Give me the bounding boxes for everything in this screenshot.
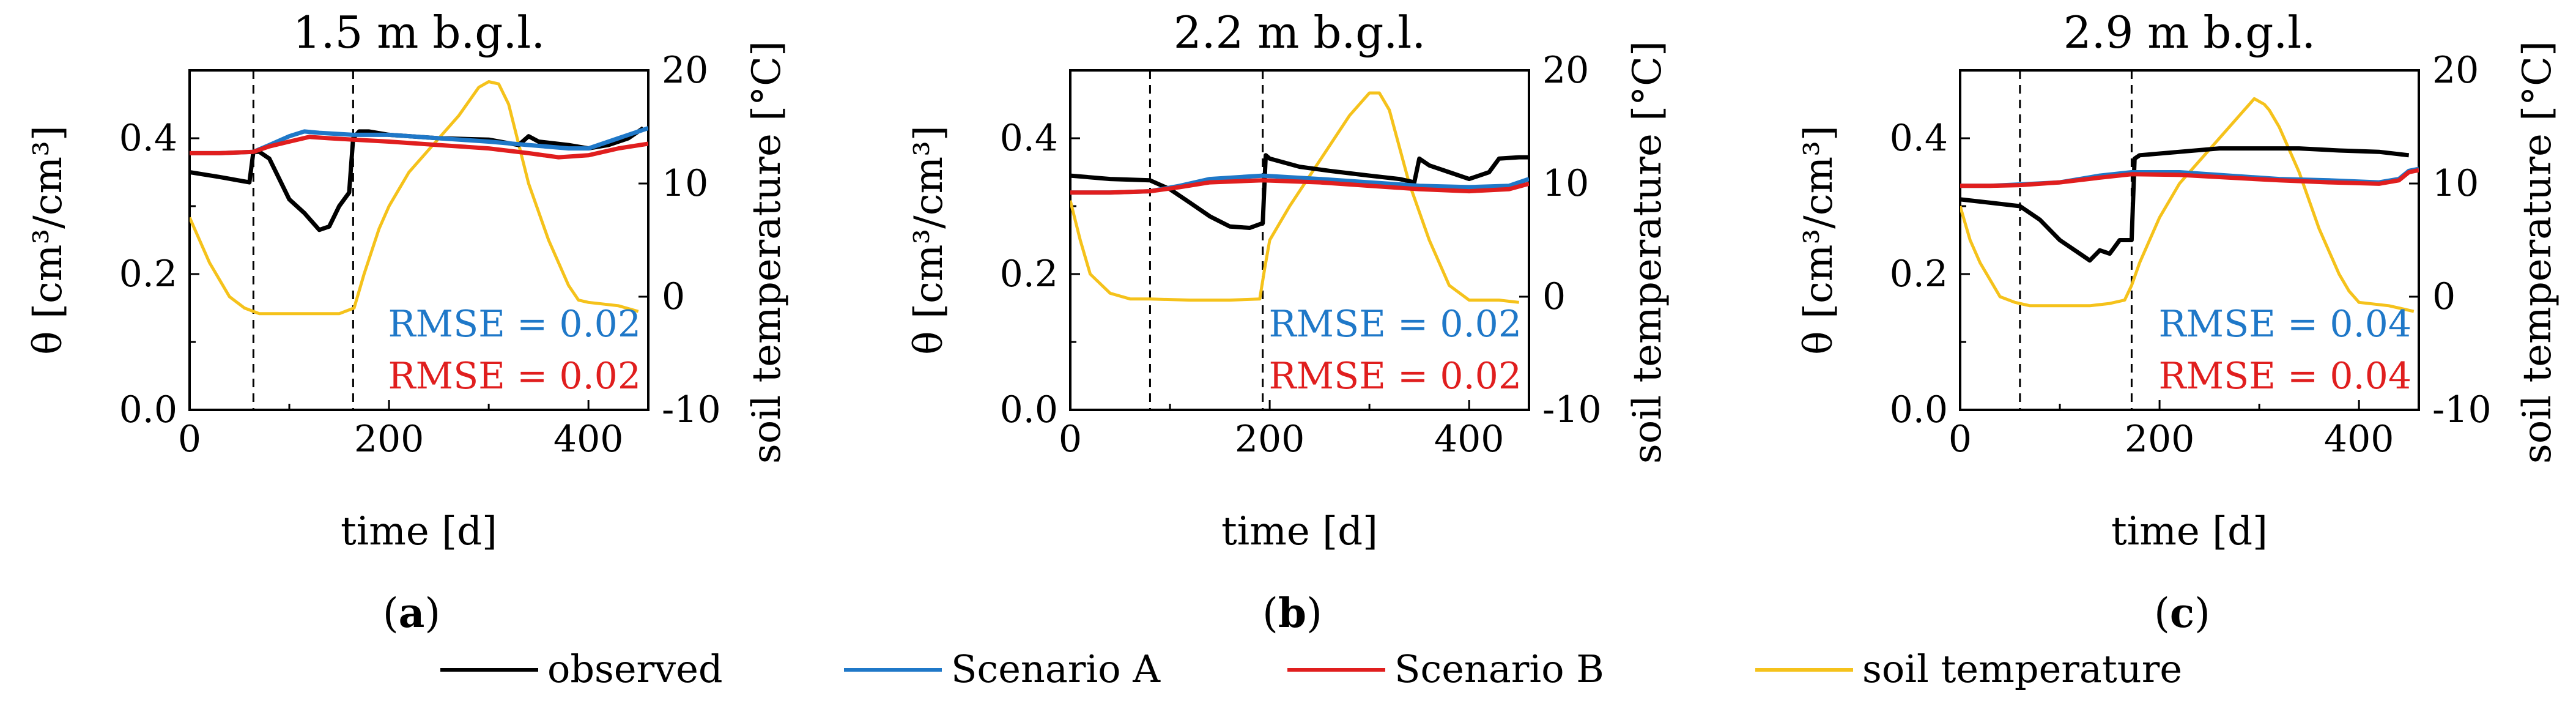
panel-label: (a) [383,589,440,637]
y2-tick-label: 20 [1542,49,1589,92]
y-axis-label: θ [cm³/cm³] [26,125,71,355]
x-axis-label: time [d] [1221,509,1378,554]
x-tick-label: 400 [2324,418,2394,461]
y2-tick-label: 10 [2432,162,2479,205]
y-tick-label: 0.0 [1000,388,1058,431]
x-tick-label: 400 [1434,418,1505,461]
y-tick-label: 0.4 [1890,117,1948,160]
series-line-observed [1070,153,1529,230]
y2-tick-label: -10 [662,388,721,431]
x-axis-label: time [d] [341,509,497,554]
y-tick-label: 0.4 [1000,117,1058,160]
y-axis-label: θ [cm³/cm³] [1796,125,1841,355]
y-axis-label: θ [cm³/cm³] [906,125,952,355]
x-tick-label: 0 [1949,418,1972,461]
rmse-label-scenario-a: RMSE = 0.04 [2158,303,2411,346]
y2-axis-label: soil temperature [°C] [744,41,790,464]
rmse-label-scenario-b: RMSE = 0.04 [2158,355,2411,398]
x-tick-label: 0 [1059,418,1082,461]
series-line-soil-temperature [1070,91,1519,304]
y2-tick-label: 10 [1542,162,1589,205]
y2-tick-label: 20 [662,49,708,92]
y-tick-label: 0.2 [1890,253,1948,295]
y2-tick-label: 20 [2432,49,2479,92]
legend-entry-label: observed [547,647,723,691]
panel-letter: c [2170,589,2194,637]
x-tick-label: 200 [354,418,424,461]
series-line-scenario-b [1070,178,1529,195]
panel-letter: b [1278,589,1306,637]
rmse-label-scenario-a: RMSE = 0.02 [1268,303,1522,346]
y2-axis-label: soil temperature [°C] [2515,41,2560,464]
series-line-soil-temperature [190,80,639,316]
y-tick-label: 0.0 [119,388,177,431]
plot-frame [1069,69,1530,411]
x-tick-label: 0 [178,418,201,461]
y2-tick-label: 10 [662,162,708,205]
plot-frame [1959,69,2420,411]
x-tick-label: 400 [553,418,624,461]
legend-entry-label: Scenario B [1394,647,1604,691]
series-line-scenario-b [1960,168,2419,188]
y2-tick-label: 0 [2432,275,2456,318]
y-tick-label: 0.2 [1000,253,1058,295]
legend-entry-label: Scenario A [951,647,1161,691]
plot-frame [188,69,650,411]
x-tick-label: 200 [1235,418,1305,461]
panel-title: 1.5 m b.g.l. [293,7,545,58]
series-line-soil-temperature [1960,97,2415,313]
panel-title: 2.2 m b.g.l. [1174,7,1426,58]
rmse-label-scenario-a: RMSE = 0.02 [388,303,641,346]
chart-panel-b: 0 200 400 0.0 0.2 0.4 -10 0 10 20 2.2 m b.g.l. time… [906,7,1670,637]
y2-tick-label: 0 [662,275,685,318]
x-axis-label: time [d] [2111,509,2268,554]
chart-panel-c: 0 200 400 0.0 0.2 0.4 -10 0 10 20 2.9 m b.g.l. time… [1796,7,2560,637]
y-tick-label: 0.2 [119,253,177,295]
legend-entry-label: soil temperature [1862,647,2182,691]
y2-tick-label: -10 [2432,388,2492,431]
y-tick-label: 0.4 [119,117,177,160]
y2-tick-label: 0 [1542,275,1566,318]
rmse-label-scenario-b: RMSE = 0.02 [1268,355,1522,398]
series-line-observed [1960,146,2410,263]
y-tick-label: 0.0 [1890,388,1948,431]
y2-axis-label: soil temperature [°C] [1625,41,1670,464]
panel-letter: a [399,589,425,637]
panel-label: (c) [2154,589,2210,637]
legend: observed Scenario A Scenario B soil tempera… [440,647,2182,691]
series-line-scenario-b [190,135,648,160]
chart-panel-a: 0 200 400 0.0 0.2 0.4 -10 0 10 20 1.5 m b.g.l. time… [26,7,790,637]
panel-title: 2.9 m b.g.l. [2063,7,2315,58]
y2-tick-label: -10 [1542,388,1602,431]
panel-label: (b) [1262,589,1322,637]
rmse-label-scenario-b: RMSE = 0.02 [388,355,641,398]
x-tick-label: 200 [2125,418,2195,461]
